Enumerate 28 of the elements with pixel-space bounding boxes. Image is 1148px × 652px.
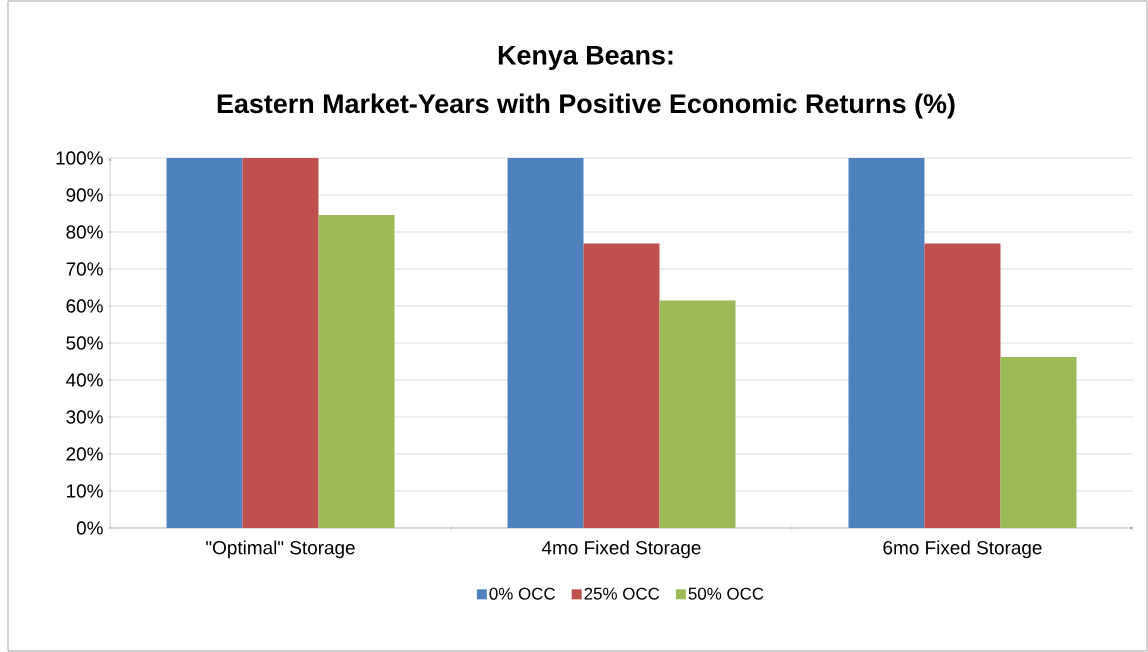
- y-tick-label: 50%: [66, 336, 103, 350]
- y-tick-label: 0%: [76, 521, 103, 535]
- bar: [242, 157, 319, 528]
- bar: [318, 214, 395, 528]
- chart-subtitle: Eastern Market-Years with Positive Economic Returns (%): [217, 93, 955, 119]
- y-tick-label: 40%: [66, 373, 103, 387]
- bar: [659, 300, 736, 528]
- y-tick-label: 30%: [66, 410, 103, 424]
- legend-label: 0% OCC: [489, 587, 556, 600]
- y-tick-label: 90%: [66, 188, 103, 202]
- bar: [1000, 357, 1077, 528]
- y-tick-label: 20%: [66, 447, 103, 461]
- bar: [848, 157, 925, 528]
- y-tick-label: 70%: [66, 262, 103, 276]
- bar: [583, 243, 660, 528]
- y-tick-label: 80%: [66, 225, 103, 239]
- y-tick-label: 100%: [56, 151, 103, 165]
- x-tick-label: 4mo Fixed Storage: [541, 540, 701, 559]
- legend-label: 25% OCC: [584, 587, 660, 600]
- bar: [507, 157, 584, 528]
- bar: [166, 157, 243, 528]
- bar: [924, 243, 1001, 528]
- chart-title: Kenya Beans:: [498, 45, 673, 71]
- x-tick-label: 6mo Fixed Storage: [883, 540, 1042, 559]
- legend-label: 50% OCC: [688, 587, 764, 600]
- x-tick-label: "Optimal" Storage: [206, 540, 355, 559]
- y-tick-label: 10%: [67, 484, 103, 498]
- y-tick-label: 60%: [66, 299, 103, 313]
